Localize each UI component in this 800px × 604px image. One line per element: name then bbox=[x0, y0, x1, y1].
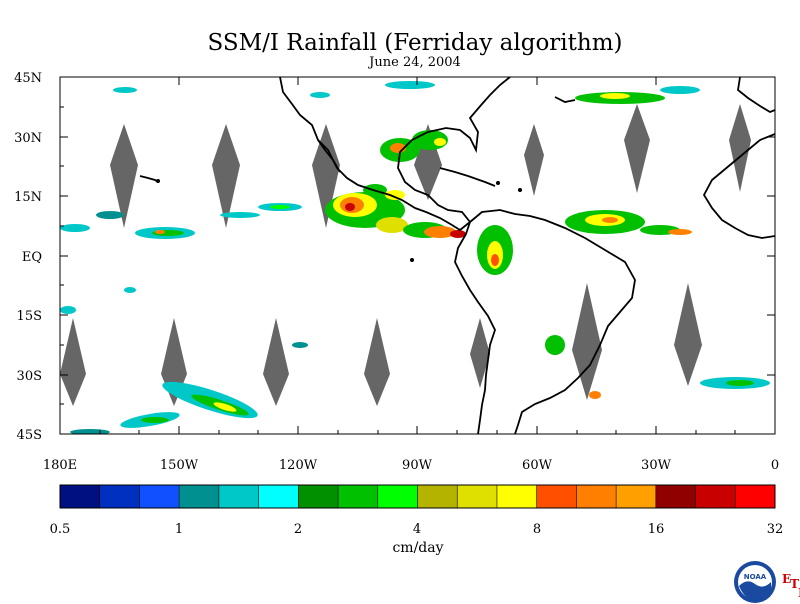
colorbar bbox=[59, 484, 776, 509]
colorbar-swatch bbox=[735, 485, 776, 508]
colorbar-swatch bbox=[576, 485, 617, 508]
colorbar-tick-label: 4 bbox=[413, 522, 421, 537]
colorbar-tick-label: 32 bbox=[767, 522, 784, 537]
map-subtitle: June 24, 2004 bbox=[369, 55, 461, 70]
colorbar-swatch bbox=[298, 485, 339, 508]
lon-tick-label: 90W bbox=[402, 458, 433, 473]
colorbar-swatch bbox=[218, 485, 260, 508]
lat-tick-label: 30N bbox=[14, 131, 42, 146]
colorbar-labels: 0.5 1 2 4 8 16 32 bbox=[50, 522, 784, 537]
colorbar-tick-label: 16 bbox=[648, 522, 665, 537]
colorbar-tick-label: 0.5 bbox=[50, 522, 71, 537]
colorbar-swatch bbox=[616, 485, 657, 508]
colorbar-swatch bbox=[536, 485, 577, 508]
noaa-logo-icon: NOAA bbox=[734, 561, 776, 603]
colorbar-swatch bbox=[139, 485, 180, 508]
colorbar-swatch bbox=[258, 485, 299, 508]
colorbar-swatch bbox=[695, 485, 736, 508]
colorbar-units: cm/day bbox=[392, 540, 444, 556]
map-content bbox=[60, 77, 775, 434]
lon-tick-label: 180E bbox=[43, 458, 77, 473]
longitude-axis: 180E 150W 120W 90W 60W 30W 0 bbox=[43, 77, 779, 473]
colorbar-swatch bbox=[99, 485, 140, 508]
colorbar-swatch bbox=[496, 485, 538, 508]
colorbar-swatch bbox=[655, 485, 697, 508]
coastlines bbox=[139, 77, 775, 434]
lon-tick-label: 30W bbox=[641, 458, 672, 473]
lat-tick-label: 15S bbox=[17, 309, 42, 324]
lon-tick-label: 60W bbox=[522, 458, 553, 473]
map-title: SSM/I Rainfall (Ferriday algorithm) bbox=[207, 30, 623, 56]
colorbar-swatch bbox=[417, 485, 458, 508]
colorbar-swatch bbox=[377, 485, 418, 508]
lat-tick-label: 45S bbox=[17, 428, 42, 443]
colorbar-swatch bbox=[338, 485, 379, 508]
lon-tick-label: 120W bbox=[279, 458, 318, 473]
colorbar-tick-label: 8 bbox=[533, 522, 541, 537]
lat-tick-label: 30S bbox=[17, 369, 42, 384]
lon-tick-label: 150W bbox=[160, 458, 199, 473]
colorbar-swatch bbox=[60, 485, 101, 508]
lon-tick-label: 0 bbox=[771, 458, 779, 473]
lat-tick-label: 45N bbox=[14, 71, 42, 86]
noaa-logo-text: NOAA bbox=[744, 573, 767, 581]
lat-tick-label: EQ bbox=[22, 250, 42, 265]
etl-logo-icon: E T L bbox=[782, 572, 800, 600]
latitude-axis: 45N 30N 15N EQ 15S 30S 45S bbox=[14, 71, 775, 443]
colorbar-swatch bbox=[179, 485, 220, 508]
small-islands bbox=[156, 179, 522, 262]
lat-tick-label: 15N bbox=[14, 190, 42, 205]
colorbar-tick-label: 1 bbox=[175, 522, 183, 537]
colorbar-swatch bbox=[457, 485, 498, 508]
rain-patches bbox=[60, 81, 770, 434]
colorbar-tick-label: 2 bbox=[294, 522, 302, 537]
